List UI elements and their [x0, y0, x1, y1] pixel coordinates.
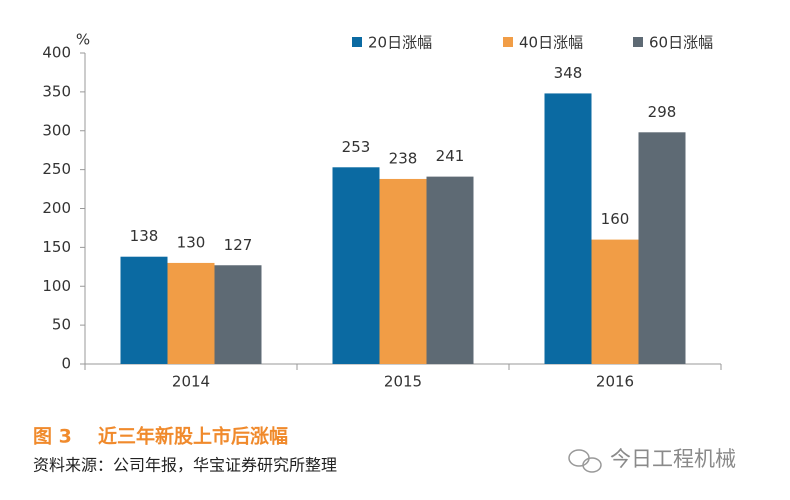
data-label: 138	[130, 227, 159, 245]
x-tick-label: 2014	[172, 373, 210, 391]
figure-label: 图 3	[33, 426, 72, 448]
y-tick-label: 350	[42, 82, 71, 100]
y-tick-label: 50	[52, 316, 71, 334]
data-label: 130	[177, 233, 206, 251]
legend-label: 40日涨幅	[519, 34, 583, 52]
chart-title: 近三年新股上市后涨幅	[98, 425, 288, 448]
data-label: 253	[342, 138, 371, 156]
unit-label: %	[76, 31, 90, 49]
legend-swatch	[352, 37, 362, 47]
data-label: 241	[436, 147, 465, 165]
data-label: 127	[224, 236, 253, 254]
data-label: 160	[601, 210, 630, 228]
y-tick-label: 400	[42, 44, 71, 62]
bar	[544, 93, 592, 365]
legend-label: 20日涨幅	[368, 34, 432, 52]
x-tick-label: 2015	[384, 373, 422, 391]
bar	[214, 265, 262, 364]
bar	[591, 239, 639, 364]
bar	[379, 178, 427, 364]
bar	[332, 167, 380, 364]
bar	[426, 176, 474, 364]
bar	[167, 262, 215, 364]
watermark-icon	[568, 449, 602, 473]
bar	[638, 132, 686, 364]
y-tick-label: 200	[42, 199, 71, 217]
data-label: 238	[389, 149, 418, 167]
source-note: 资料来源：公司年报，华宝证券研究所整理	[33, 456, 337, 475]
y-tick-label: 150	[42, 238, 71, 256]
y-tick-label: 100	[42, 277, 71, 295]
legend-swatch	[503, 37, 513, 47]
data-label: 348	[554, 64, 583, 82]
bar	[120, 256, 168, 364]
y-tick-label: 0	[61, 355, 71, 373]
x-tick-label: 2016	[596, 373, 634, 391]
y-tick-label: 300	[42, 121, 71, 139]
data-label: 298	[648, 103, 677, 121]
legend-label: 60日涨幅	[649, 34, 713, 52]
legend-swatch	[633, 37, 643, 47]
watermark: 今日工程机械	[610, 447, 736, 471]
y-tick-label: 250	[42, 160, 71, 178]
